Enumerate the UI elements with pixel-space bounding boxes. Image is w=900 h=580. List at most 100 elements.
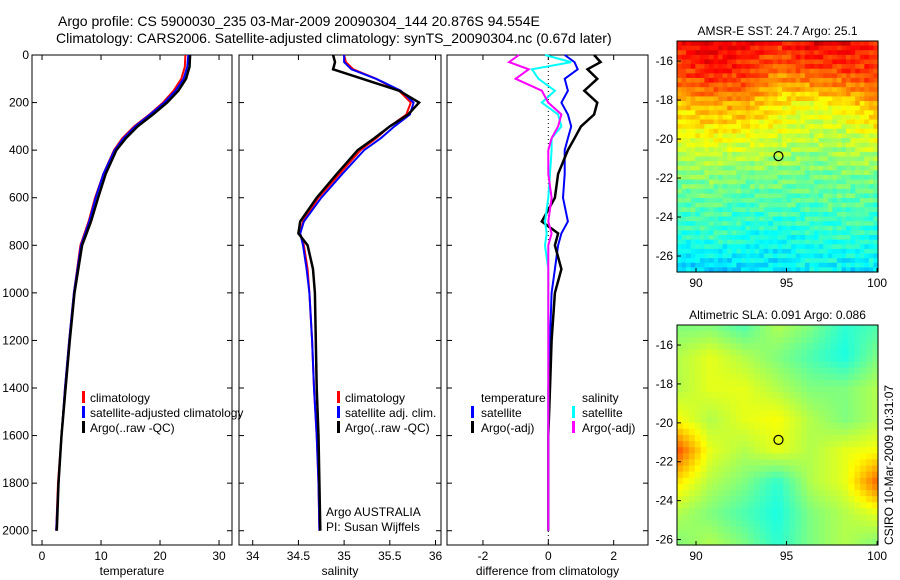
map-cell (699, 202, 706, 208)
map-cell (768, 188, 774, 195)
map-cell (854, 453, 861, 461)
map-cell (718, 59, 724, 65)
map-cell (718, 404, 725, 412)
map-cell (791, 59, 797, 65)
x-tick-label: 100 (867, 549, 887, 563)
map-cell (694, 508, 702, 516)
map-cell (718, 422, 725, 430)
map-cell (759, 508, 767, 516)
map-cell (872, 435, 879, 442)
map-cell (854, 532, 861, 540)
map-cell (795, 142, 801, 148)
map-cell (763, 239, 769, 245)
map-cell (713, 138, 719, 144)
map-cell (827, 225, 833, 232)
map-cell (690, 147, 696, 153)
map-cell (814, 124, 820, 130)
map-cell (724, 532, 731, 540)
map-cell (873, 147, 879, 153)
map-cell (771, 361, 779, 369)
map-cell (708, 68, 715, 74)
map-cell (677, 179, 683, 185)
map-cell (832, 96, 838, 102)
map-cell (750, 45, 756, 51)
map-cell (872, 331, 879, 338)
map-cell (765, 483, 773, 491)
map-cell (836, 325, 844, 332)
map-cell (708, 73, 715, 79)
map-cell (736, 380, 743, 387)
map-cell (868, 73, 875, 79)
map-cell (690, 170, 696, 176)
map-cell (800, 156, 806, 162)
map-cell (686, 73, 692, 79)
map-cell (848, 526, 855, 534)
map-cell (842, 355, 850, 363)
map-cell (718, 156, 724, 162)
map-cell (836, 239, 843, 245)
map-cell (688, 459, 696, 467)
map-cell (873, 262, 879, 268)
map-cell (704, 105, 710, 111)
map-cell (772, 54, 779, 61)
map-cell (842, 514, 850, 522)
map-cell (791, 101, 797, 107)
map-cell (740, 165, 747, 171)
map-cell (699, 253, 706, 259)
map-cell (812, 416, 820, 424)
map-cell (795, 184, 801, 190)
map-cell (722, 221, 728, 227)
y-tick-label: -18 (656, 93, 674, 107)
map-cell (841, 64, 847, 70)
map-cell (681, 110, 687, 116)
profile-line-salinity-argo-adj- (506, 54, 563, 531)
map-cell (695, 161, 701, 167)
map-cell (804, 105, 811, 111)
map-cell (704, 262, 710, 268)
map-cell (759, 230, 765, 236)
map-cell (750, 179, 756, 185)
map-cell (804, 73, 811, 79)
map-cell (846, 50, 852, 56)
map-cell (736, 211, 742, 218)
map-cell (736, 105, 742, 111)
map-cell (804, 165, 811, 171)
map-cell (730, 398, 737, 406)
map-cell (848, 392, 855, 399)
map-cell (740, 142, 747, 148)
map-cell (777, 216, 783, 222)
map-cell (872, 496, 879, 503)
map-cell (722, 170, 728, 176)
map-cell (708, 253, 715, 259)
map-cell (824, 392, 832, 399)
map-cell (745, 59, 751, 65)
map-cell (827, 235, 833, 241)
map-cell (827, 87, 833, 93)
map-cell (846, 258, 852, 264)
map-cell (713, 114, 719, 121)
map-cell (842, 337, 850, 344)
map-cell (759, 147, 765, 153)
map-cell (736, 170, 742, 176)
map-cell (768, 59, 774, 65)
map-cell (786, 258, 792, 264)
map-cell (690, 262, 696, 268)
map-cell (836, 441, 844, 448)
map-cell (740, 262, 747, 268)
map-cell (750, 77, 756, 84)
map-cell (804, 133, 811, 139)
map-cell (745, 64, 751, 70)
map-cell (848, 380, 855, 387)
map-cell (745, 87, 751, 93)
map-cell (742, 441, 749, 448)
map-cell (777, 477, 785, 485)
map-cell (791, 133, 797, 139)
map-cell (759, 193, 765, 199)
map-cell (708, 188, 715, 195)
map-cell (677, 133, 683, 139)
map-cell (841, 114, 847, 121)
map-cell (681, 105, 687, 111)
map-cell (836, 221, 843, 227)
map-cell (800, 179, 806, 185)
map-cell (704, 91, 710, 98)
